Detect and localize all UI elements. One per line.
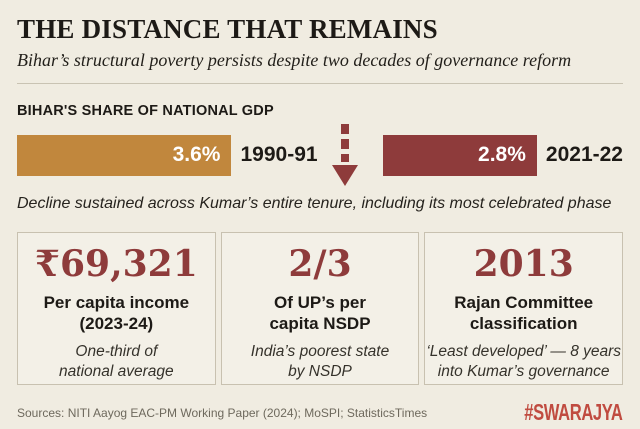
stat-note-line: into Kumar’s governance: [437, 362, 610, 380]
page-subtitle: Bihar’s structural poverty persists desp…: [17, 50, 572, 70]
bar-1990-91: 3.6%: [17, 134, 232, 176]
decline-arrow-icon: [332, 124, 359, 186]
stat-card-nsdp-ratio: 2/3 Of UP’s per capita NSDP India’s poor…: [220, 232, 420, 385]
stat-label: Of UP’s per capita NSDP: [222, 293, 419, 334]
stat-label-line: Of UP’s per: [274, 292, 366, 312]
gdp-bar-chart: 3.6% 1990-91 2.8% 2021-22: [17, 124, 623, 186]
stat-label: Per capita income (2023-24): [18, 293, 215, 334]
footer: Sources: NITI Aayog EAC-PM Working Paper…: [17, 399, 623, 426]
arrow-dash: [341, 124, 350, 134]
stat-card-per-capita-income: ₹69,321 Per capita income (2023-24) One-…: [17, 232, 216, 385]
bar-2021-22: 2.8%: [383, 134, 537, 176]
stat-label: Rajan Committee classification: [425, 293, 622, 334]
stat-note-line: national average: [59, 362, 174, 380]
header-divider: [17, 83, 623, 84]
stat-label-line: Rajan Committee: [454, 292, 594, 312]
stat-note-line: ‘Least developed’ — 8 years: [426, 343, 622, 361]
bar-value-2021-22: 2.8%: [478, 143, 526, 166]
bar-value-1990-91: 3.6%: [172, 143, 221, 166]
stat-label-line: Per capita income: [43, 292, 190, 312]
stat-label-line: (2023-24): [79, 313, 154, 333]
bar-label-2021-22: 2021-22: [545, 143, 623, 166]
arrow-dash: [341, 139, 350, 149]
stat-note: India’s poorest state by NSDP: [222, 342, 419, 381]
page-title: THE DISTANCE THAT REMAINS: [17, 14, 438, 44]
swarajya-logo: #SWARAJYA: [524, 399, 624, 425]
stat-note-line: by NSDP: [288, 362, 352, 380]
stat-value: ₹69,321: [34, 243, 198, 285]
arrow-dash: [341, 154, 350, 162]
stat-note-line: India’s poorest state: [250, 343, 390, 361]
stat-label-line: capita NSDP: [269, 313, 371, 333]
stat-note: ‘Least developed’ — 8 years into Kumar’s…: [425, 342, 622, 381]
stat-cards-row: ₹69,321 Per capita income (2023-24) One-…: [17, 232, 624, 385]
stat-value: 2/3: [288, 243, 352, 285]
stat-card-rajan-committee: 2013 Rajan Committee classification ‘Lea…: [424, 232, 624, 385]
bar-label-1990-91: 1990-91: [240, 143, 318, 166]
stat-label-line: classification: [469, 313, 578, 333]
sources-text: Sources: NITI Aayog EAC-PM Working Paper…: [17, 405, 428, 420]
chart-title: BIHAR'S SHARE OF NATIONAL GDP: [17, 103, 274, 119]
arrow-head: [332, 165, 359, 186]
chart-annotation: Decline sustained across Kumar’s entire …: [17, 195, 612, 212]
stat-note: One-third of national average: [18, 342, 215, 381]
stat-value: 2013: [473, 243, 574, 285]
stat-note-line: One-third of: [75, 343, 158, 361]
